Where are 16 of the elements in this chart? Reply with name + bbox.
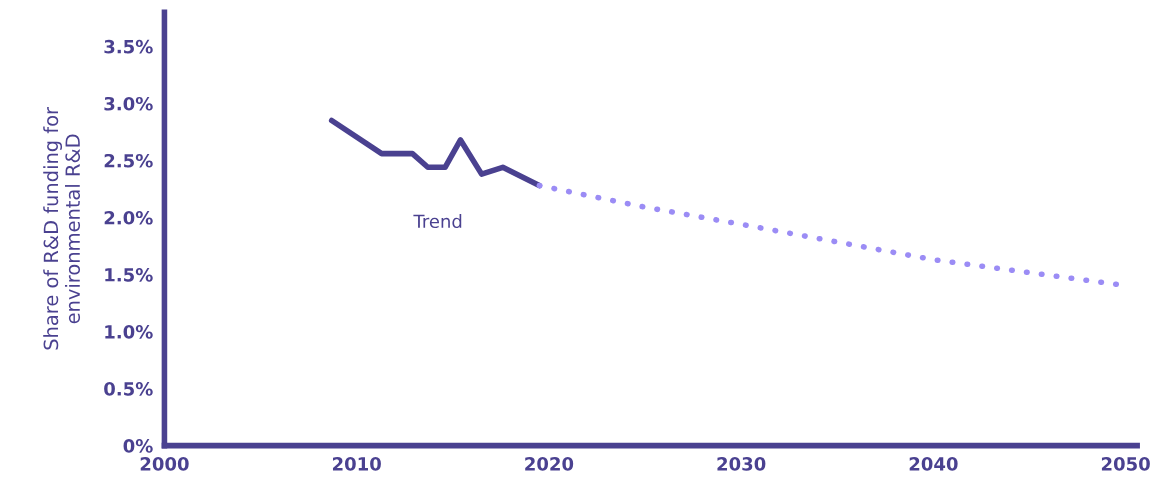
x-tick-label: 2040 [909,457,958,471]
x-tick-label: 2050 [1101,457,1150,471]
y-tick-label: 1.0% [105,325,153,339]
y-tick-label: 1.5% [105,267,153,282]
x-tick-label: 2030 [717,457,766,471]
y-tick-label: 0.5% [104,382,153,396]
y-tick-label: 3.0% [104,96,153,111]
x-tick-label: 2010 [332,457,381,471]
y-tick-label: 2.0% [104,210,153,225]
y-tick-label: 0% [123,439,153,453]
y-tick-label: 2.5% [104,153,153,168]
x-tick-label: 2020 [525,457,574,471]
x-tick-label: 2000 [140,457,189,471]
y-tick-label: 3.5% [104,39,153,54]
y-axis-title: Share of R&D funding for environmental R&D [43,106,81,350]
text: Trend [413,214,462,229]
